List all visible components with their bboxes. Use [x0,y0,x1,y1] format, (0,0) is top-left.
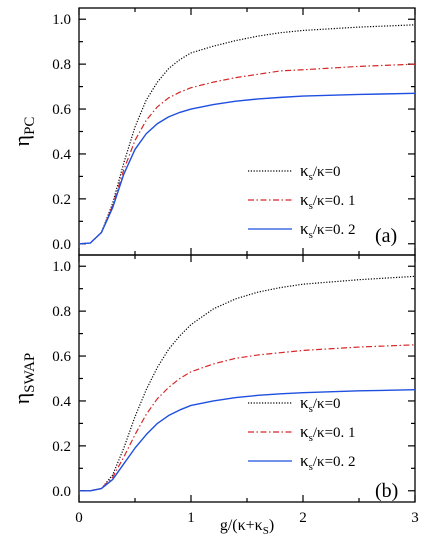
series-line-0 [78,24,416,245]
legend-label-0: κs/κ=0 [300,393,341,415]
legend-label-1: κs/κ=0. 1 [300,422,356,444]
plot-frame [78,254,416,503]
plot-frame [78,7,416,256]
y-tick-label: 0.8 [52,304,71,320]
legend-label-0: κs/κ=0 [300,161,341,183]
series-line-0 [79,275,416,492]
y-tick-label: 0.8 [52,57,71,73]
series-line-1 [79,344,416,492]
y-tick-label: 0.4 [52,394,71,410]
series-line-2 [78,92,416,245]
x-axis-title: g/(κ+κS) [220,517,274,537]
panel-b: 0.0 0.2 0.4 0.6 0.8 1.0 0 1 2 3 ηSWAP g/(κ+κS) κs/κ=… [9,254,419,537]
series-line-1 [78,63,416,245]
y-tick-label: 1.0 [52,259,71,275]
legend-label-1: κs/κ=0. 1 [300,190,356,212]
x-tick-label: 2 [299,510,307,526]
panel-a: 0.0 0.2 0.4 0.6 0.8 1.0 ηPC κs/κ=0 κs/κ=0. 1 κs/κ… [9,7,416,256]
y-tick-label: 0.0 [52,484,71,500]
panel-label: (a) [375,225,397,247]
y-axis-title: ηPC [9,117,38,147]
y-tick-label: 0.6 [52,102,71,118]
y-axis-title: ηSWAP [9,353,38,405]
y-tick-label: 0.2 [52,439,71,455]
panel-label: (b) [375,480,398,502]
y-tick-label: 0.2 [52,192,71,208]
x-tick-label: 1 [187,510,195,526]
legend-label-2: κs/κ=0. 2 [300,451,356,473]
y-tick-label: 1.0 [52,12,71,28]
legend-label-2: κs/κ=0. 2 [300,219,356,241]
y-tick-label: 0.0 [52,237,71,253]
x-tick-label: 3 [411,510,419,526]
series-line-2 [79,389,416,492]
y-tick-label: 0.6 [52,349,71,365]
x-tick-label: 0 [75,510,83,526]
y-tick-label: 0.4 [52,147,71,163]
